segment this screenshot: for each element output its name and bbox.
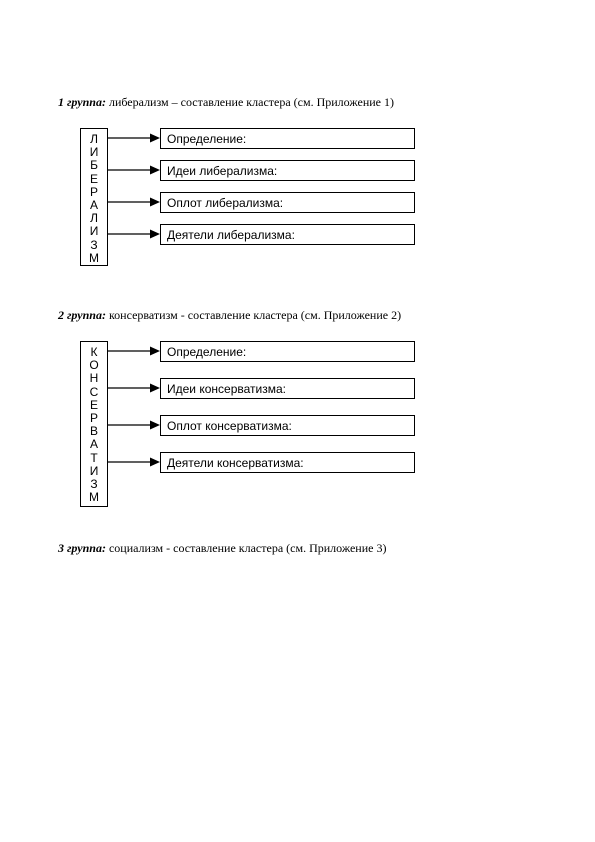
arrows-liberalism	[108, 128, 160, 328]
vertical-letter: Т	[90, 452, 97, 465]
vertical-letter: И	[90, 465, 99, 478]
cluster-row-box: Определение:	[160, 341, 415, 362]
vertical-letter: А	[90, 438, 98, 451]
cluster-row-box: Идеи консерватизма:	[160, 378, 415, 399]
cluster-row-box: Деятели либерализма:	[160, 224, 415, 245]
cluster-row-box: Оплот консерватизма:	[160, 415, 415, 436]
cluster-row-box: Оплот либерализма:	[160, 192, 415, 213]
cluster-liberalism: ЛИБЕРАЛИЗМ Определение:Идеи либерализма:…	[80, 128, 537, 278]
vertical-letter: З	[90, 239, 97, 252]
group-2-label: 2 группа:	[58, 308, 106, 322]
group-1-label: 1 группа:	[58, 95, 106, 109]
vertical-letter: М	[89, 491, 99, 504]
vertical-letter: И	[90, 225, 99, 238]
vertical-letter: Е	[90, 399, 98, 412]
vertical-letter: Р	[90, 186, 98, 199]
group-1-heading: 1 группа: либерализм – составление класт…	[58, 95, 537, 110]
group-1-rest: либерализм – составление кластера (см. П…	[106, 95, 394, 109]
vertical-letter: Н	[90, 372, 99, 385]
cluster-row-box: Определение:	[160, 128, 415, 149]
vertical-box-conservatism: КОНСЕРВАТИЗМ	[80, 341, 108, 507]
group-3-heading: 3 группа: социализм - составление класте…	[58, 541, 537, 556]
arrows-conservatism	[108, 341, 160, 541]
vertical-letter: С	[90, 386, 99, 399]
row-boxes-liberalism: Определение: Идеи либерализма: Оплот либер…	[160, 128, 415, 256]
cluster-conservatism: КОНСЕРВАТИЗМ Определение: Идеи консервати…	[80, 341, 537, 523]
group-3-label: 3 группа:	[58, 541, 106, 555]
group-3-rest: социализм - составление кластера (см. Пр…	[106, 541, 387, 555]
vertical-box-liberalism: ЛИБЕРАЛИЗМ	[80, 128, 108, 266]
row-boxes-conservatism: Определение: Идеи консерватизма: Оплот кон…	[160, 341, 415, 489]
cluster-row-box: Деятели консерватизма:	[160, 452, 415, 473]
vertical-letter: Б	[90, 159, 98, 172]
cluster-row-box: Идеи либерализма:	[160, 160, 415, 181]
vertical-letter: М	[89, 252, 99, 265]
vertical-letter: Е	[90, 173, 98, 186]
